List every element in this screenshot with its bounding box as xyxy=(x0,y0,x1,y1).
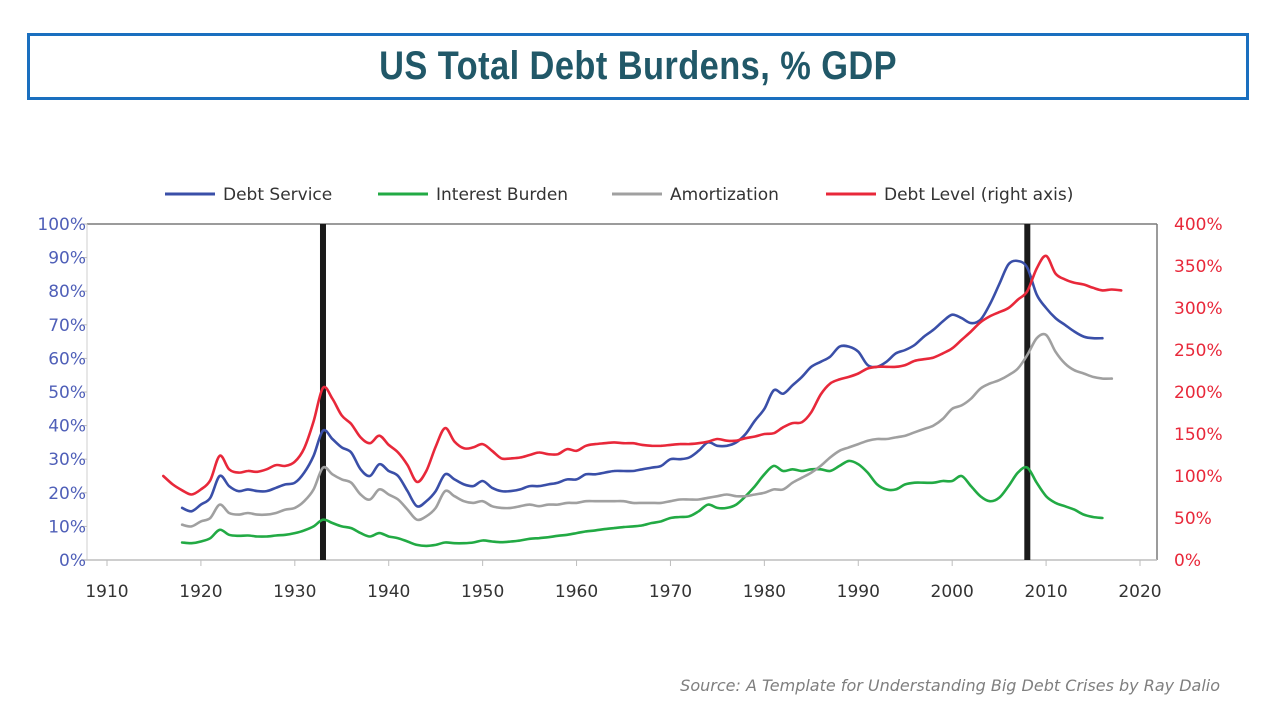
series-line-amortization xyxy=(180,332,1114,528)
x-tick-label: 1970 xyxy=(649,582,692,602)
series-line-interest-burden xyxy=(180,459,1104,548)
chart-legend: Debt Service Interest Burden Amortization D… xyxy=(165,185,1073,205)
page-title: US Total Debt Burdens, % GDP xyxy=(379,44,897,88)
y-right-tick-label: 400% xyxy=(1174,215,1223,235)
legend-label-debt-service: Debt Service xyxy=(223,185,332,205)
legend-label-amortization: Amortization xyxy=(670,185,779,205)
y-right-tick-label: 300% xyxy=(1174,299,1223,319)
x-tick-label: 1980 xyxy=(743,582,786,602)
series-lines xyxy=(162,254,1123,548)
y-right-tick-label: 150% xyxy=(1174,425,1223,445)
x-tick-label: 2010 xyxy=(1024,582,1067,602)
x-tick-label: 1930 xyxy=(273,582,316,602)
source-caption: Source: A Template for Understanding Big… xyxy=(680,676,1220,695)
series-line-debt-service xyxy=(180,259,1104,513)
legend-label-interest-burden: Interest Burden xyxy=(436,185,568,205)
x-tick-label: 2000 xyxy=(931,582,974,602)
y-left-tick-label: 10% xyxy=(48,517,86,537)
y-left-tick-label: 40% xyxy=(48,417,86,437)
y-left-tick-label: 0% xyxy=(59,551,86,571)
x-tick-label: 1960 xyxy=(555,582,598,602)
x-tick-label: 1950 xyxy=(461,582,504,602)
x-tick-label: 1910 xyxy=(85,582,128,602)
y-right-tick-label: 100% xyxy=(1174,467,1223,487)
y-left-tick-label: 70% xyxy=(48,316,86,336)
y-left-tick-label: 90% xyxy=(48,249,86,269)
title-banner: US Total Debt Burdens, % GDP xyxy=(27,33,1249,100)
y-right-tick-label: 350% xyxy=(1174,257,1223,277)
x-tick-label: 2020 xyxy=(1118,582,1161,602)
y-right-tick-label: 200% xyxy=(1174,383,1223,403)
y-right-tick-label: 250% xyxy=(1174,341,1223,361)
y-left-tick-label: 100% xyxy=(37,215,86,235)
x-tick-label: 1990 xyxy=(837,582,880,602)
x-tick-label: 1920 xyxy=(179,582,222,602)
series-line-debt-level xyxy=(162,254,1123,496)
crisis-markers xyxy=(319,224,1031,560)
y-left-tick-label: 20% xyxy=(48,484,86,504)
legend-label-debt-level: Debt Level (right axis) xyxy=(884,185,1073,205)
y-right-tick-label: 50% xyxy=(1174,509,1212,529)
y-left-tick-label: 80% xyxy=(48,282,86,302)
y-left-tick-label: 60% xyxy=(48,349,86,369)
plot-frame xyxy=(81,223,1158,561)
y-right-tick-label: 0% xyxy=(1174,551,1201,571)
x-tick-label: 1940 xyxy=(367,582,410,602)
axes: 100% 90% 80% 70% 60% 50% 40% 30% 20% 10% 0% 400% 350… xyxy=(37,215,1222,602)
y-left-tick-label: 30% xyxy=(48,450,86,470)
y-left-tick-label: 50% xyxy=(48,383,86,403)
